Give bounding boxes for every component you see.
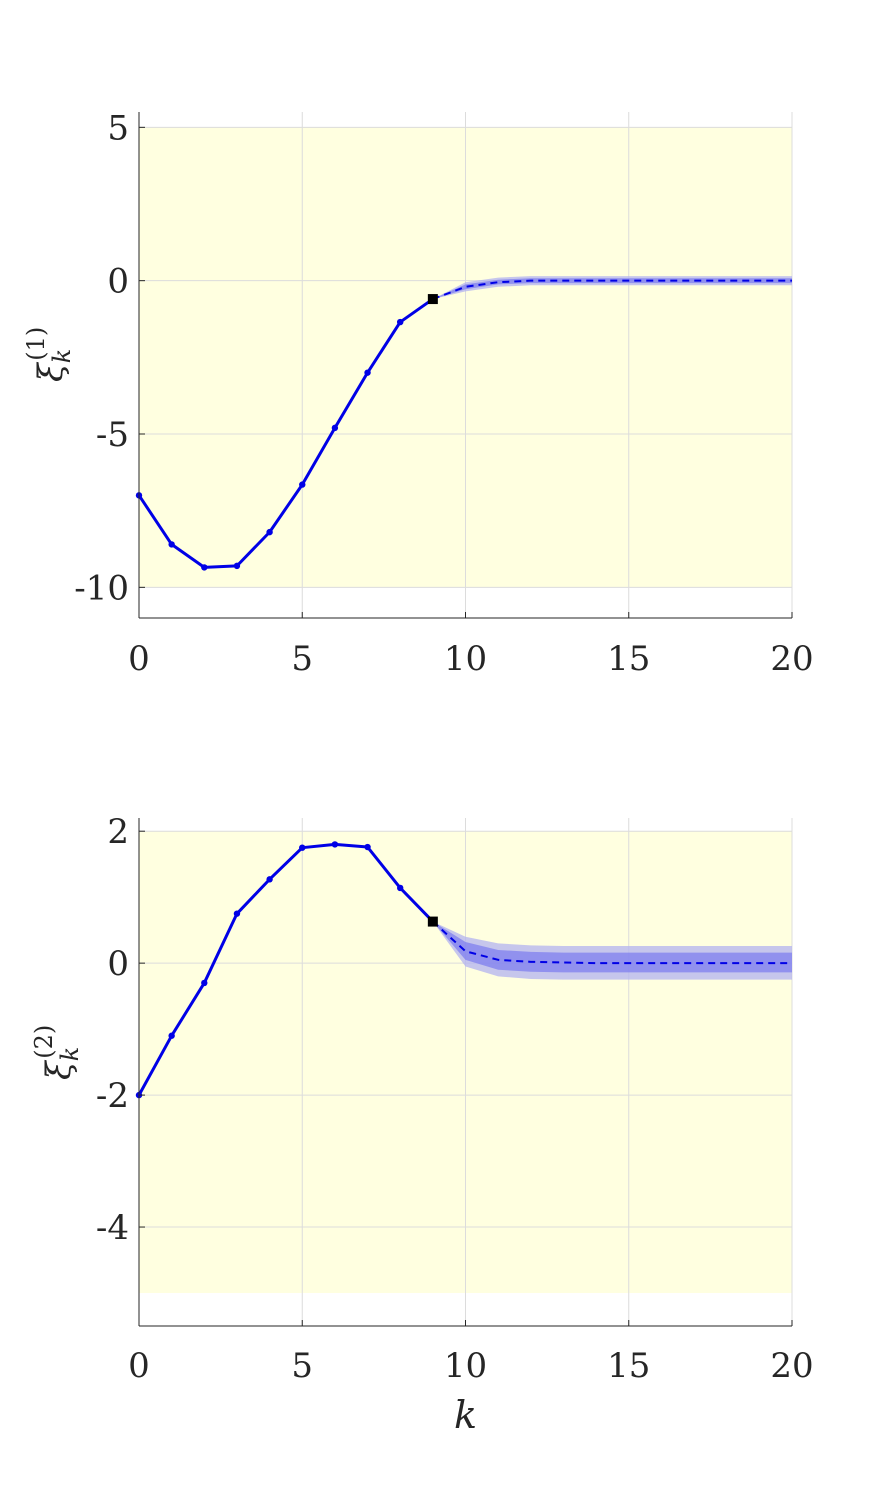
x-tick-label: 5 <box>291 639 313 679</box>
y-tick-label: 2 <box>107 812 129 852</box>
y-tick-label: 5 <box>107 108 129 148</box>
y-axis-label-symbol: ξ <box>39 1059 79 1080</box>
y-tick-label: 0 <box>107 262 129 302</box>
measured-point <box>299 481 306 488</box>
y-axis-label: ξk(2) <box>30 1025 84 1080</box>
y-tick-label: -10 <box>74 568 129 608</box>
measured-point <box>299 844 306 851</box>
y-axis-label-symbol: ξ <box>31 361 71 382</box>
measured-point <box>168 541 175 548</box>
measured-point <box>331 424 339 432</box>
measured-point <box>266 876 273 883</box>
y-tick-label: -2 <box>96 1076 129 1116</box>
current-state-marker <box>427 916 438 927</box>
prediction-mean-line <box>432 279 792 301</box>
measured-point <box>331 841 339 848</box>
x-tick-label: 20 <box>770 1346 813 1386</box>
prediction-mean-line <box>432 920 792 965</box>
measured-trajectory-line <box>137 842 434 1096</box>
measured-point <box>364 369 371 376</box>
y-axis-label-superscript: (1) <box>22 327 50 361</box>
y-tick-label: 0 <box>107 944 129 984</box>
measured-point <box>201 564 208 571</box>
y-tick-label: -5 <box>96 415 129 455</box>
y-tick-label: -4 <box>96 1208 129 1248</box>
x-axis-label: k <box>454 1393 477 1437</box>
measured-point <box>168 1032 175 1039</box>
x-tick-label: 20 <box>770 639 813 679</box>
x-tick-label: 0 <box>128 1346 150 1386</box>
x-tick-label: 0 <box>128 639 150 679</box>
chart-1: 0 5 10 15 20 5 0 -5 -10 ξk(1) <box>22 108 814 679</box>
y-axis-label-subscript: k <box>48 349 76 364</box>
prediction-band-inner <box>432 921 792 973</box>
current-state-marker <box>427 294 438 305</box>
measured-point <box>364 843 371 851</box>
y-axis-label: ξk(1) <box>22 327 76 382</box>
measured-point <box>397 884 404 892</box>
measured-point <box>201 979 208 987</box>
measured-point <box>266 528 273 536</box>
y-axis-label-superscript: (2) <box>30 1025 58 1059</box>
x-tick-label: 15 <box>607 1346 650 1386</box>
measured-point <box>397 318 404 326</box>
x-tick-label: 5 <box>291 1346 313 1386</box>
x-tick-label: 10 <box>444 639 487 679</box>
measured-point <box>233 562 241 570</box>
x-tick-label: 15 <box>607 639 650 679</box>
measured-trajectory-line <box>137 297 434 569</box>
x-tick-label: 10 <box>444 1346 487 1386</box>
measured-point <box>233 910 241 917</box>
y-axis-label-subscript: k <box>56 1047 84 1062</box>
